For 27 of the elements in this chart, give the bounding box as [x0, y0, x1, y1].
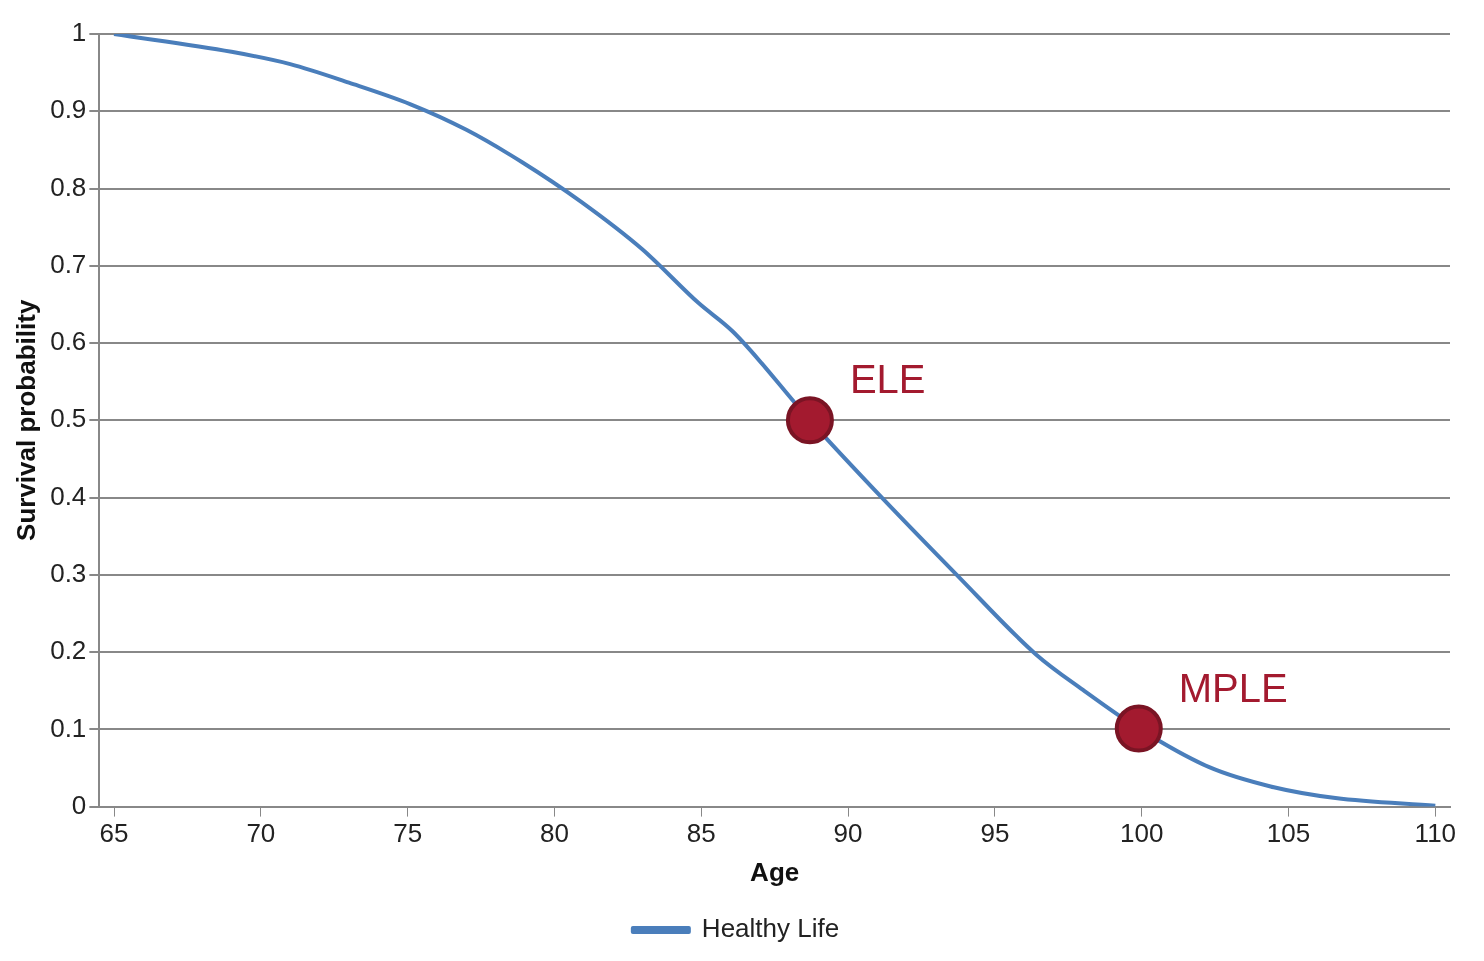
y-tick-label: 0.4: [50, 480, 87, 511]
x-tick-label: 65: [99, 818, 129, 849]
y-tick-label: 0.8: [50, 171, 87, 202]
y-tick-label: 0: [71, 789, 87, 820]
y-tick-label: 0.2: [50, 635, 87, 666]
y-tick-label: 0.5: [50, 403, 87, 434]
annotation: MPLE: [1178, 665, 1288, 710]
y-tick-label: 0.9: [50, 94, 87, 125]
y-tick-label: 0.1: [50, 712, 87, 743]
x-tick-label: 75: [393, 818, 423, 849]
line-series: [112, 34, 1438, 807]
x-axis-title: Age: [750, 856, 800, 887]
x-tick-label: 70: [246, 818, 276, 849]
y-tick-label: 0.6: [50, 326, 87, 357]
y-tick-label: 0.7: [50, 248, 87, 279]
x-tick-label: 110: [1414, 818, 1457, 849]
x-tick-label: 90: [833, 818, 863, 849]
x-tick-label: 85: [686, 818, 716, 849]
y-tick-label: 1: [71, 17, 87, 48]
x-tick-label: 80: [540, 818, 569, 849]
y-axis-title: Survival probability: [10, 299, 41, 541]
legend-label: Healthy Life: [701, 913, 840, 944]
x-tick-label: 95: [980, 818, 1010, 849]
x-tick-label: 100: [1120, 818, 1164, 849]
y-tick-label: 0.3: [50, 557, 87, 588]
x-tick-label: 105: [1266, 818, 1311, 849]
annotation: ELE: [849, 357, 926, 402]
